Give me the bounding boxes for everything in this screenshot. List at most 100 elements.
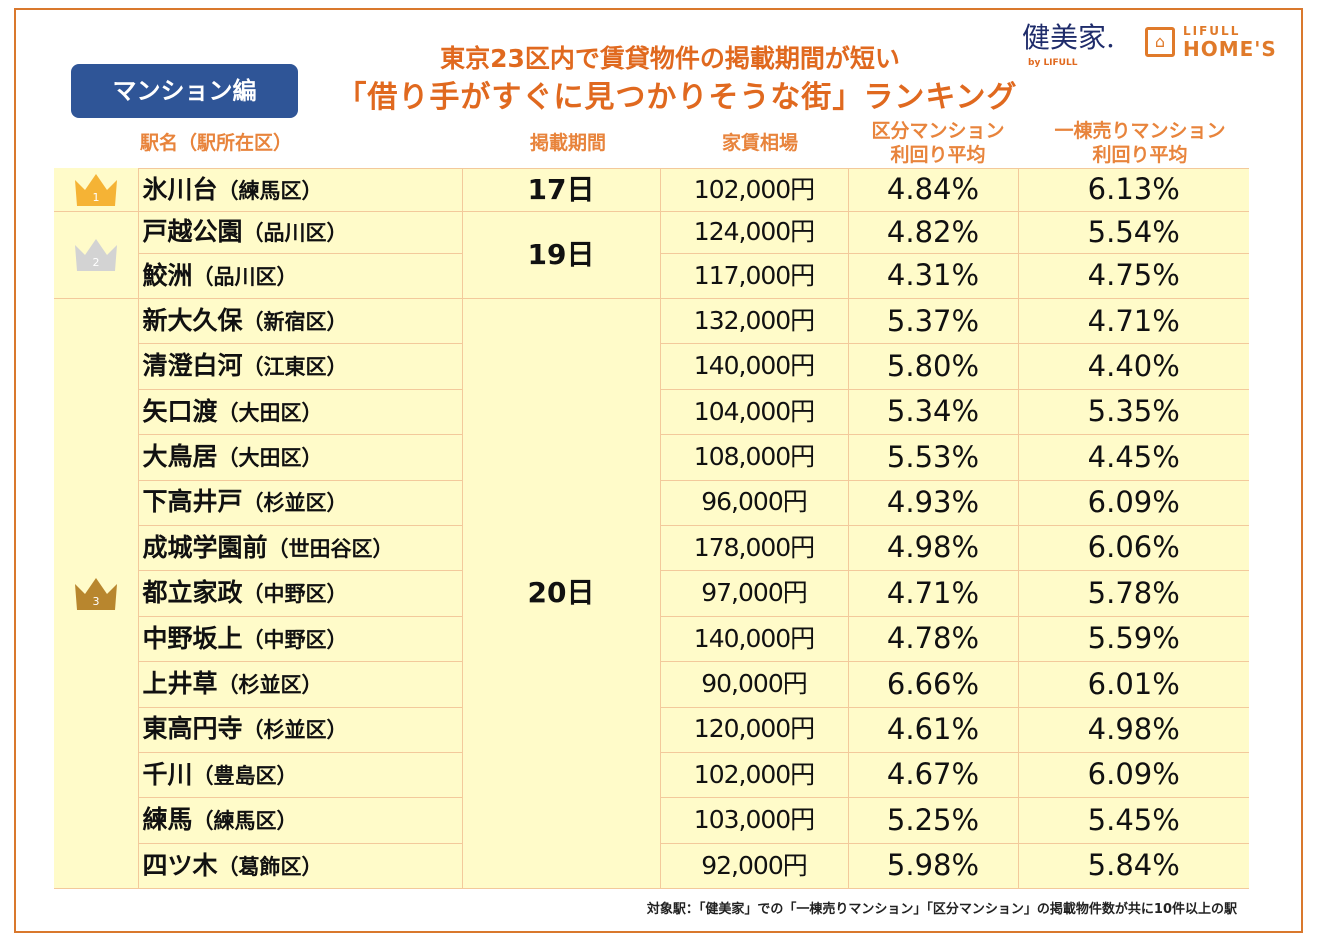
station-name-cell: 千川（豊島区） [137, 751, 463, 799]
table-row: 東高円寺（杉並区） 120,000円 4.61% 4.98% [54, 706, 1249, 753]
listing-period: 17日 [461, 168, 661, 212]
rent-average: 117,000円 [659, 253, 849, 299]
station-name: 東高円寺 [142, 714, 243, 744]
kubun-yield: 4.93% [847, 479, 1019, 526]
station-name-cell: 成城学園前（世田谷区） [137, 524, 463, 572]
itto-yield: 6.06% [1017, 524, 1249, 572]
station-name: 大鳥居 [142, 441, 218, 471]
kubun-yield: 5.80% [847, 343, 1019, 390]
itto-yield: 4.45% [1017, 434, 1249, 481]
station-name: 氷川台 [142, 174, 218, 204]
rent-average: 108,000円 [659, 434, 849, 481]
station-ward: （中野区） [242, 627, 348, 652]
station-ward: （杉並区） [242, 491, 348, 516]
header-kubun-line2: 利回り平均 [890, 144, 986, 166]
station-ward: （練馬区） [192, 809, 298, 834]
table-row: 上井草（杉並区） 90,000円 6.66% 6.01% [54, 661, 1249, 708]
itto-yield: 4.71% [1017, 297, 1249, 345]
station-name: 鮫洲 [142, 260, 193, 290]
rank-crown-cell: 2 [54, 211, 138, 299]
station-name-cell: 中野坂上（中野区） [137, 615, 463, 663]
itto-yield: 6.13% [1017, 168, 1249, 212]
kubun-yield: 5.25% [847, 797, 1019, 844]
rank-number: 1 [92, 191, 99, 204]
station-name: 矢口渡 [142, 396, 218, 426]
listing-period: 19日 [461, 211, 661, 299]
kubun-yield: 5.34% [847, 388, 1019, 436]
itto-yield: 5.35% [1017, 388, 1249, 436]
station-name-cell: 鮫洲（品川区） [137, 253, 463, 299]
station-ward: （大田区） [217, 400, 323, 425]
table-row: 成城学園前（世田谷区） 178,000円 4.98% 6.06% [54, 524, 1249, 572]
table-row: 清澄白河（江東区） 140,000円 5.80% 4.40% [54, 343, 1249, 390]
table-row: 1 氷川台（練馬区） 17日 102,000円 4.84% 6.13% [54, 168, 1249, 212]
kubun-yield: 4.71% [847, 570, 1019, 617]
table-row: 練馬（練馬区） 103,000円 5.25% 5.45% [54, 797, 1249, 844]
house-icon: ⌂ [1145, 27, 1175, 57]
header-kubun-line1: 区分マンション [871, 120, 1005, 142]
rent-average: 96,000円 [659, 479, 849, 526]
station-ward: （練馬区） [217, 178, 323, 203]
crown-icon: 3 [73, 576, 119, 612]
station-name: 戸越公園 [142, 217, 243, 247]
header-rent: 家賃相場 [721, 132, 798, 154]
rent-average: 102,000円 [659, 751, 849, 799]
kubun-yield: 4.31% [847, 253, 1019, 299]
rent-average: 132,000円 [659, 297, 849, 345]
station-ward: （豊島区） [192, 763, 298, 788]
title-line-1: 東京23区内で賃貸物件の掲載期間が短い [440, 44, 900, 73]
rent-average: 140,000円 [659, 615, 849, 663]
station-name: 都立家政 [142, 578, 243, 608]
table-row: 矢口渡（大田区） 104,000円 5.34% 5.35% [54, 388, 1249, 436]
rent-average: 120,000円 [659, 706, 849, 753]
station-name: 中野坂上 [142, 623, 243, 653]
header-itto-line1: 一棟売りマンション [1054, 120, 1226, 142]
station-ward: （杉並区） [217, 672, 323, 697]
infographic-frame [14, 8, 1303, 933]
station-name-cell: 都立家政（中野区） [137, 570, 463, 617]
itto-yield: 5.45% [1017, 797, 1249, 844]
rent-average: 97,000円 [659, 570, 849, 617]
itto-yield: 5.78% [1017, 570, 1249, 617]
rank-crown-cell: 3 [54, 298, 138, 890]
footnote: 対象駅：「健美家」での「一棟売りマンション」「区分マンション」の掲載物件数が共に… [646, 902, 1237, 917]
station-name-cell: 清澄白河（江東区） [137, 343, 463, 390]
header-itto-line2: 利回り平均 [1092, 144, 1188, 166]
table-row: 都立家政（中野区） 97,000円 4.71% 5.78% [54, 570, 1249, 617]
table-row: 3 新大久保（新宿区） 20日 132,000円 5.37% 4.71% [54, 297, 1249, 890]
station-name-cell: 上井草（杉並区） [137, 661, 463, 708]
station-name-cell: 矢口渡（大田区） [137, 388, 463, 436]
table-row: 四ツ木（葛飾区） 92,000円 5.98% 5.84% [54, 842, 1249, 890]
listing-period: 20日 [461, 297, 661, 890]
station-ward: （大田区） [217, 445, 323, 470]
station-ward: （品川区） [192, 264, 298, 289]
station-ward: （葛飾区） [217, 854, 323, 879]
itto-yield: 4.98% [1017, 706, 1249, 753]
kubun-yield: 4.98% [847, 524, 1019, 572]
kubun-yield: 4.78% [847, 615, 1019, 663]
station-name: 練馬 [142, 805, 193, 835]
itto-yield: 6.09% [1017, 479, 1249, 526]
rank-number: 3 [92, 595, 99, 608]
itto-yield: 5.59% [1017, 615, 1249, 663]
rank-number: 2 [92, 256, 99, 269]
rent-average: 90,000円 [659, 661, 849, 708]
title-line-2: 「借り手がすぐに見つかりそうな街」ランキング [336, 80, 1018, 115]
ranking-table: 1 氷川台（練馬区） 17日 102,000円 4.84% 6.13% 2 戸越公園（品川区… [54, 168, 1249, 890]
station-name-cell: 下高井戸（杉並区） [137, 479, 463, 526]
station-ward: （中野区） [242, 582, 348, 607]
station-ward: （新宿区） [242, 309, 348, 334]
category-badge: マンション編 [71, 64, 298, 118]
kubun-yield: 5.53% [847, 434, 1019, 481]
crown-icon: 1 [73, 172, 119, 208]
homes-logo-top: LIFULL [1183, 24, 1241, 38]
header-period: 掲載期間 [529, 132, 606, 154]
station-name-cell: 大鳥居（大田区） [137, 434, 463, 481]
kubun-yield: 4.82% [847, 211, 1019, 254]
itto-yield: 6.09% [1017, 751, 1249, 799]
station-name-cell: 四ツ木（葛飾区） [137, 842, 463, 890]
rent-average: 178,000円 [659, 524, 849, 572]
station-name: 下高井戸 [142, 487, 243, 517]
station-ward: （杉並区） [242, 718, 348, 743]
header-kubun: 区分マンション 利回り平均 [848, 119, 1028, 167]
